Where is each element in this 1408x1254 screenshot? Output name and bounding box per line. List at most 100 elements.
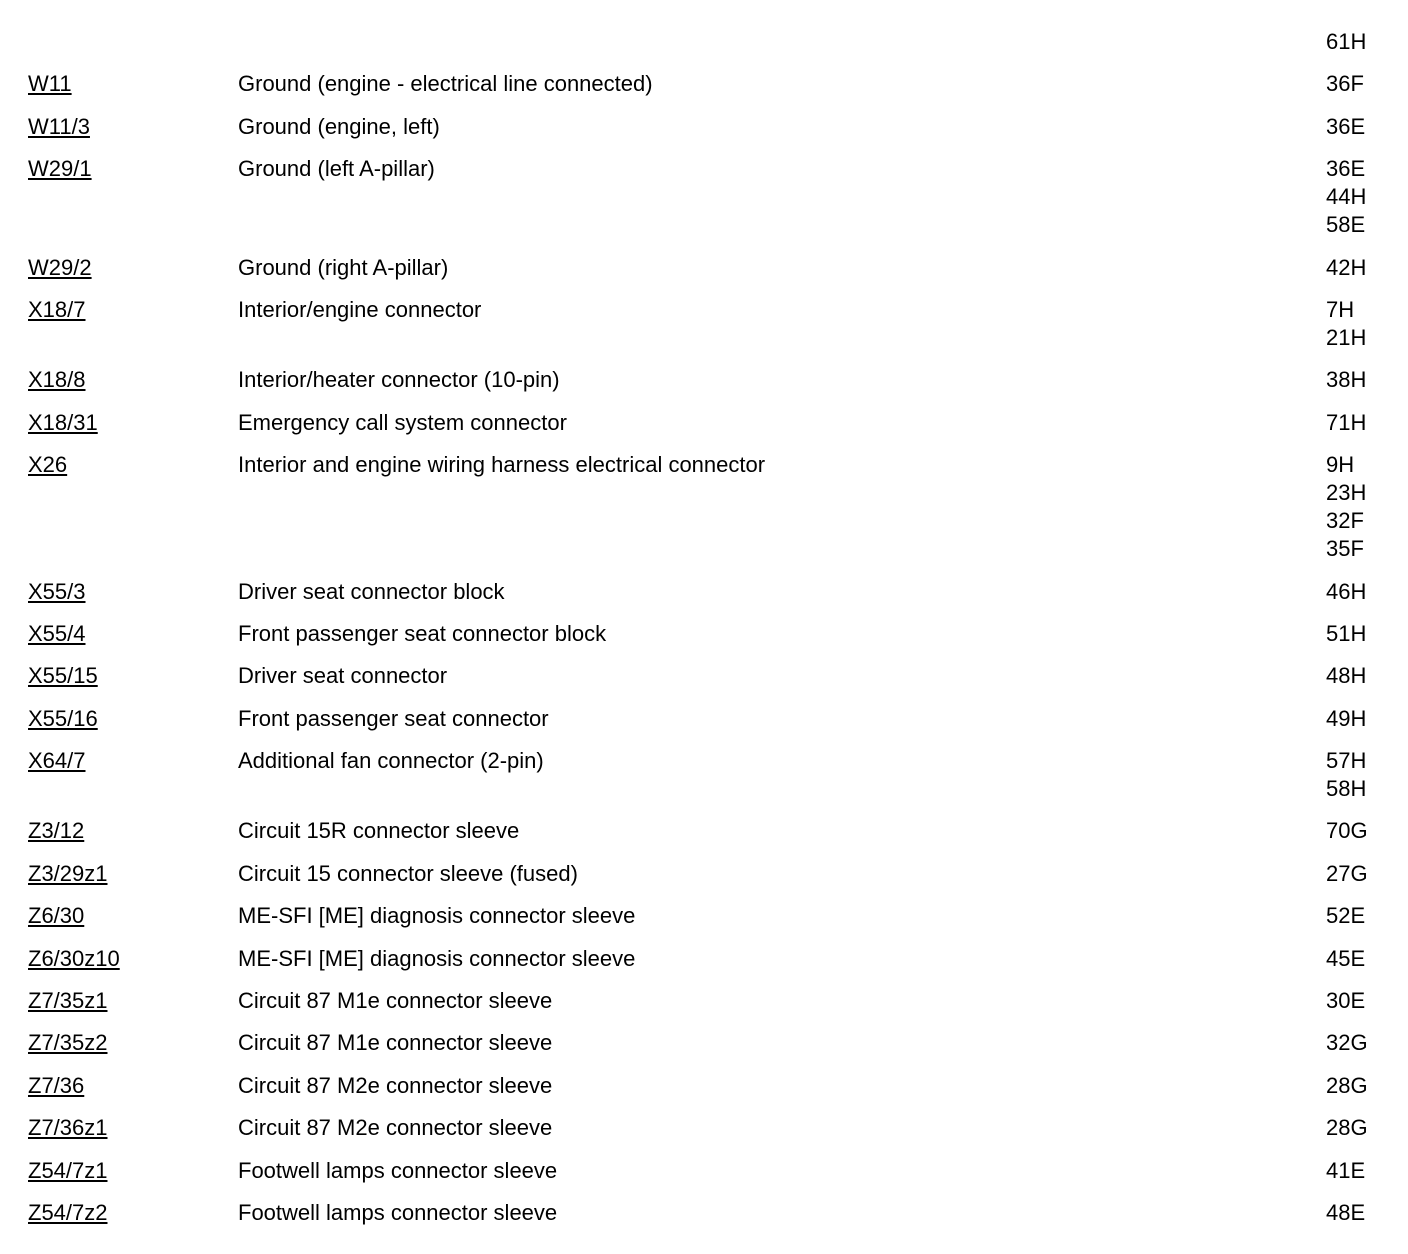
component-code-link[interactable]: X55/3	[28, 578, 86, 604]
component-code-link[interactable]: W29/1	[28, 156, 92, 182]
component-code-link[interactable]: Z7/36z1	[28, 1115, 108, 1141]
location-list: 38H	[1326, 366, 1408, 394]
grid-location: 48H	[1326, 663, 1367, 689]
grid-location: 28G	[1326, 1072, 1368, 1098]
location-list: 27G	[1326, 860, 1408, 888]
table-row: Z7/36 Circuit 87 M2e connector sleeve 28G	[0, 1072, 1408, 1114]
location-list: 46H	[1326, 578, 1408, 606]
grid-location: 61H	[1326, 29, 1367, 54]
component-code-link[interactable]: X64/7	[28, 748, 86, 774]
component-code-link[interactable]: Z54/7z2	[28, 1199, 108, 1225]
table-row: X55/3 Driver seat connector block 46H	[0, 578, 1408, 620]
location-list: 49H	[1326, 705, 1408, 733]
location-list: 52E	[1326, 902, 1408, 930]
component-code-link[interactable]: X55/15	[28, 663, 98, 689]
component-description: Ground (right A-pillar)	[238, 254, 449, 280]
component-description: Interior and engine wiring harness elect…	[238, 452, 766, 478]
grid-location: 36E	[1326, 156, 1366, 182]
location-list: 41E	[1326, 1157, 1408, 1185]
location-list: 36F	[1326, 70, 1408, 98]
grid-location: 46H	[1326, 578, 1367, 604]
component-description: Circuit 87 M1e connector sleeve	[238, 988, 553, 1014]
grid-location: 27G	[1326, 860, 1368, 886]
component-code-link[interactable]: Z6/30z10	[28, 945, 120, 971]
component-code-link[interactable]: X26	[28, 452, 68, 478]
component-code-link[interactable]: W29/2	[28, 254, 92, 280]
grid-location: 35F	[1326, 536, 1364, 562]
component-description: Footwell lamps connector sleeve	[238, 1199, 558, 1225]
location-list: 36E	[1326, 113, 1408, 141]
component-description: Interior/engine connector	[238, 296, 482, 322]
location-list: 30E	[1326, 987, 1408, 1015]
table-row: W11 Ground (engine - electrical line conn…	[0, 70, 1408, 112]
grid-location: 44H	[1326, 184, 1367, 210]
component-description: Front passenger seat connector block	[238, 620, 607, 646]
grid-location: 58H	[1326, 776, 1367, 802]
component-code-link[interactable]: Z7/35z1	[28, 988, 108, 1014]
grid-location: 9H	[1326, 452, 1355, 478]
component-description: Driver seat connector block	[238, 578, 505, 604]
component-code-link[interactable]: Z3/29z1	[28, 860, 108, 886]
grid-location: 48E	[1326, 1199, 1366, 1225]
component-code-link[interactable]: X55/4	[28, 620, 86, 646]
component-code-link[interactable]: W11	[28, 71, 72, 97]
grid-location: 38H	[1326, 367, 1367, 393]
component-code-link[interactable]: X55/16	[28, 705, 98, 731]
location-list: 61H	[1326, 28, 1408, 56]
grid-location: 41E	[1326, 1157, 1366, 1183]
grid-location: 28G	[1326, 1115, 1368, 1141]
table-row: W29/1 Ground (left A-pillar) 36E 44H 58E	[0, 155, 1408, 253]
grid-location: 7H	[1326, 296, 1355, 322]
component-description: Circuit 15 connector sleeve (fused)	[238, 860, 578, 886]
grid-location: 21H	[1326, 324, 1367, 350]
table-row: X18/31 Emergency call system connector 71H	[0, 409, 1408, 451]
component-description: Footwell lamps connector sleeve	[238, 1157, 558, 1183]
component-description: Circuit 15R connector sleeve	[238, 818, 520, 844]
table-row: 61H	[0, 28, 1408, 70]
grid-location: 57H	[1326, 748, 1367, 774]
table-row: Z3/29z1 Circuit 15 connector sleeve (fuse…	[0, 860, 1408, 902]
location-list: 48H	[1326, 662, 1408, 690]
component-description: Circuit 87 M2e connector sleeve	[238, 1115, 553, 1141]
component-code-link[interactable]: X18/31	[28, 409, 98, 435]
location-list: 7H 21H	[1326, 296, 1408, 352]
table-row: Z6/30z10 ME-SFI [ME] diagnosis connector …	[0, 945, 1408, 987]
component-code-link[interactable]: Z3/12	[28, 818, 85, 844]
table-row: Z54/7z1 Footwell lamps connector sleeve 41…	[0, 1157, 1408, 1199]
location-list: 9H 23H 32F 35F	[1326, 451, 1408, 563]
table-row: W11/3 Ground (engine, left) 36E	[0, 113, 1408, 155]
grid-location: 36E	[1326, 113, 1366, 139]
location-list: 70G	[1326, 817, 1408, 845]
grid-location: 30E	[1326, 988, 1366, 1014]
table-row: Z7/36z1 Circuit 87 M2e connector sleeve 28…	[0, 1114, 1408, 1156]
table-row: X26 Interior and engine wiring harness el…	[0, 451, 1408, 577]
location-list: 71H	[1326, 409, 1408, 437]
location-list: 48E	[1326, 1199, 1408, 1227]
component-description: Driver seat connector	[238, 663, 448, 689]
component-code-link[interactable]: Z6/30	[28, 903, 85, 929]
grid-location: 71H	[1326, 409, 1367, 435]
table-row: X55/4 Front passenger seat connector bloc…	[0, 620, 1408, 662]
component-code-link[interactable]: Z7/35z2	[28, 1030, 108, 1056]
grid-location: 32F	[1326, 508, 1364, 534]
grid-location: 51H	[1326, 620, 1367, 646]
table-row: X55/16 Front passenger seat connector 49H	[0, 705, 1408, 747]
component-code-link[interactable]: W11/3	[28, 113, 90, 139]
component-code-link[interactable]: Z54/7z1	[28, 1157, 108, 1183]
table-row: X55/15 Driver seat connector 48H	[0, 662, 1408, 704]
component-code-link[interactable]: X18/8	[28, 367, 86, 393]
location-list: 28G	[1326, 1114, 1408, 1142]
component-index-list: 61H W11 Ground (engine - electrical line c…	[0, 28, 1408, 1241]
grid-location: 49H	[1326, 705, 1367, 731]
component-description: Ground (engine - electrical line connect…	[238, 71, 653, 97]
table-row: X18/7 Interior/engine connector 7H 21H	[0, 296, 1408, 366]
component-code-link[interactable]: Z7/36	[28, 1072, 85, 1098]
location-list: 42H	[1326, 254, 1408, 282]
table-row: W29/2 Ground (right A-pillar) 42H	[0, 254, 1408, 296]
component-description: Additional fan connector (2-pin)	[238, 748, 544, 774]
component-code-link[interactable]: X18/7	[28, 296, 86, 322]
grid-location: 58E	[1326, 212, 1366, 238]
table-row: Z3/12 Circuit 15R connector sleeve 70G	[0, 817, 1408, 859]
component-description: Circuit 87 M1e connector sleeve	[238, 1030, 553, 1056]
location-list: 32G	[1326, 1029, 1408, 1057]
